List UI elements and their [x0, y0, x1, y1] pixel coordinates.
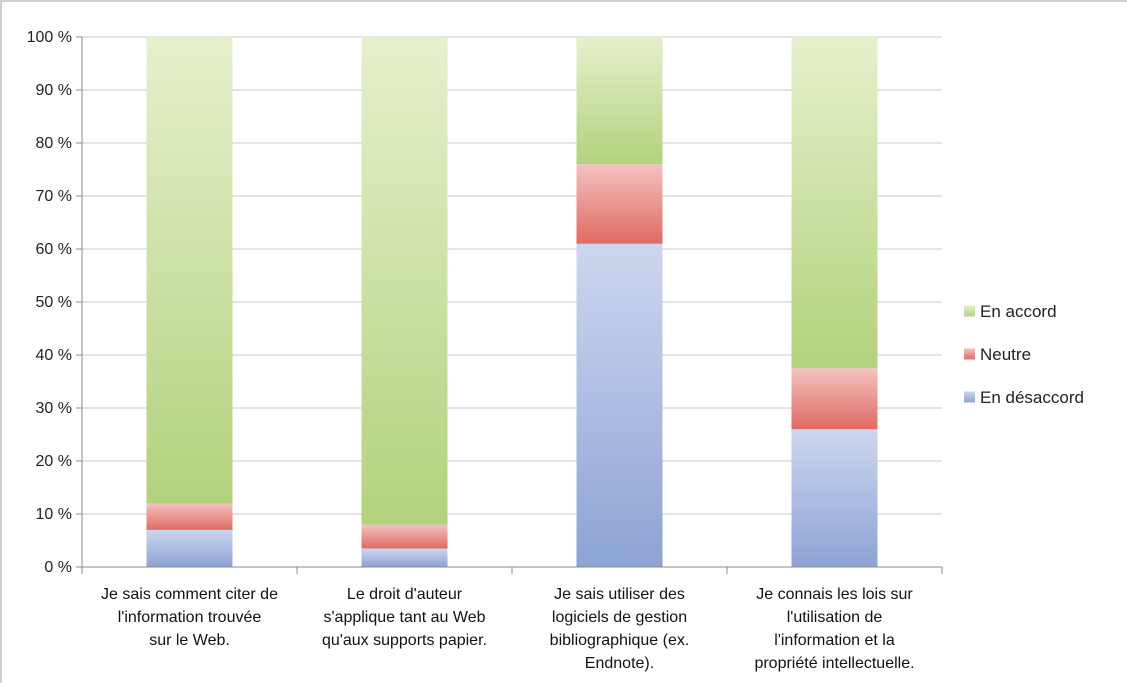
y-axis-tick-labels: 0 % 10 % 20 % 30 % 40 % 50 % 60 % 70 % 80 % 90 % 1…	[27, 29, 72, 576]
y-tick-label: 10 %	[36, 506, 72, 523]
bar-segment	[146, 37, 233, 504]
bar-segment	[146, 529, 233, 567]
y-tick-label: 50 %	[36, 294, 72, 311]
bars	[146, 37, 878, 567]
y-tick-label: 30 %	[36, 400, 72, 417]
bar-segment	[361, 548, 448, 567]
x-category-label: Je sais comment citer de l'information tr…	[101, 586, 278, 649]
x-axis-category-labels: Je sais comment citer de l'information tr…	[101, 586, 915, 672]
y-tick-label: 60 %	[36, 241, 72, 258]
y-tick-label: 70 %	[36, 188, 72, 205]
x-category-label: Je connais les lois sur l'utilisation de l…	[754, 586, 914, 672]
legend-label: Neutre	[980, 345, 1031, 364]
y-tick-label: 40 %	[36, 347, 72, 364]
x-category-label: Je sais utiliser des logiciels de gestion…	[550, 586, 690, 672]
bar-segment	[361, 524, 448, 549]
x-category-label: Le droit d'auteur s'applique tant au Web q…	[322, 586, 487, 649]
bar-segment	[576, 243, 663, 567]
bar-segment	[791, 368, 878, 430]
bar-segment	[791, 429, 878, 567]
y-tick-label: 80 %	[36, 135, 72, 152]
y-tick-label: 0 %	[44, 559, 72, 576]
legend-swatch	[964, 348, 975, 360]
legend-label: En désaccord	[980, 388, 1084, 407]
bar-segment	[791, 37, 878, 369]
bar-segment	[146, 503, 233, 530]
axes	[81, 37, 943, 574]
y-tick-label: 90 %	[36, 82, 72, 99]
legend-swatch	[964, 305, 975, 317]
legend: En accord Neutre En désaccord	[964, 302, 1084, 407]
legend-label: En accord	[980, 302, 1057, 321]
bar-segment	[361, 37, 448, 525]
y-tick-label: 100 %	[27, 29, 72, 46]
legend-swatch	[964, 391, 975, 403]
y-tick-label: 20 %	[36, 453, 72, 470]
bar-segment	[576, 37, 663, 165]
bar-segment	[576, 164, 663, 244]
